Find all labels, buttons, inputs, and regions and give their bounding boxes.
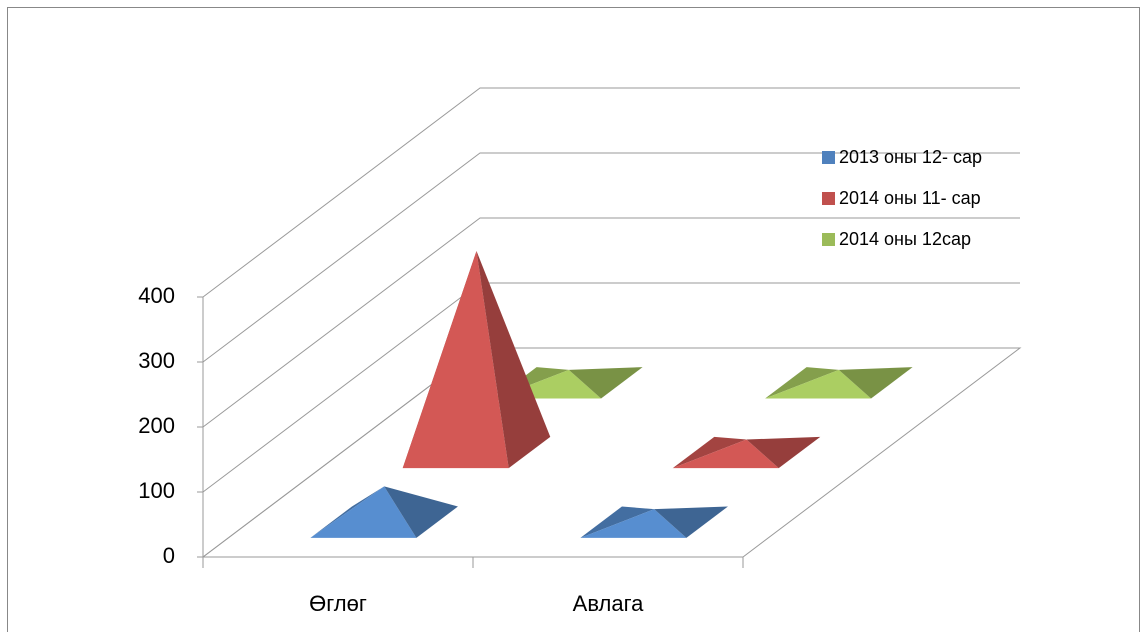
pyramid-face (672, 436, 747, 469)
pyramid-face (310, 486, 417, 538)
pyramid-face (402, 251, 509, 469)
pyramid (672, 436, 821, 469)
pyramid-face (384, 486, 458, 538)
grid-line (202, 152, 1020, 363)
pyramid-face (765, 367, 839, 399)
legend-swatch (822, 192, 835, 205)
pyramid (402, 251, 551, 469)
legend-label: 2014 оны 12сар (839, 229, 971, 249)
x-tick-label: Авлага (573, 591, 644, 616)
y-tick-label: 200 (138, 413, 175, 438)
pyramid-face (580, 506, 655, 538)
legend-swatch (822, 151, 835, 164)
pyramid (310, 486, 458, 538)
pyramid (580, 506, 728, 538)
grid-line (202, 217, 1020, 428)
y-tick-label: 400 (138, 283, 175, 308)
y-tick-label: 300 (138, 348, 175, 373)
pyramid-face (580, 509, 687, 538)
pyramid-face (654, 506, 728, 538)
grid-line (202, 87, 1020, 298)
y-tick-label: 0 (163, 543, 175, 568)
legend-swatch (822, 233, 835, 246)
x-tick-label: Өглөг (309, 591, 367, 616)
y-tick-label: 100 (138, 478, 175, 503)
legend-label: 2013 оны 12- сар (839, 147, 982, 167)
pyramid-face (838, 367, 913, 399)
pyramid-face (672, 439, 779, 469)
chart-border (7, 7, 1140, 632)
pyramid-face (568, 367, 643, 399)
pyramid-face (476, 251, 551, 469)
pyramid-face (765, 369, 872, 399)
pyramid-face (310, 486, 385, 538)
pyramid-face (746, 436, 821, 469)
legend-label: 2014 оны 11- сар (839, 188, 981, 208)
pyramid (765, 367, 913, 399)
